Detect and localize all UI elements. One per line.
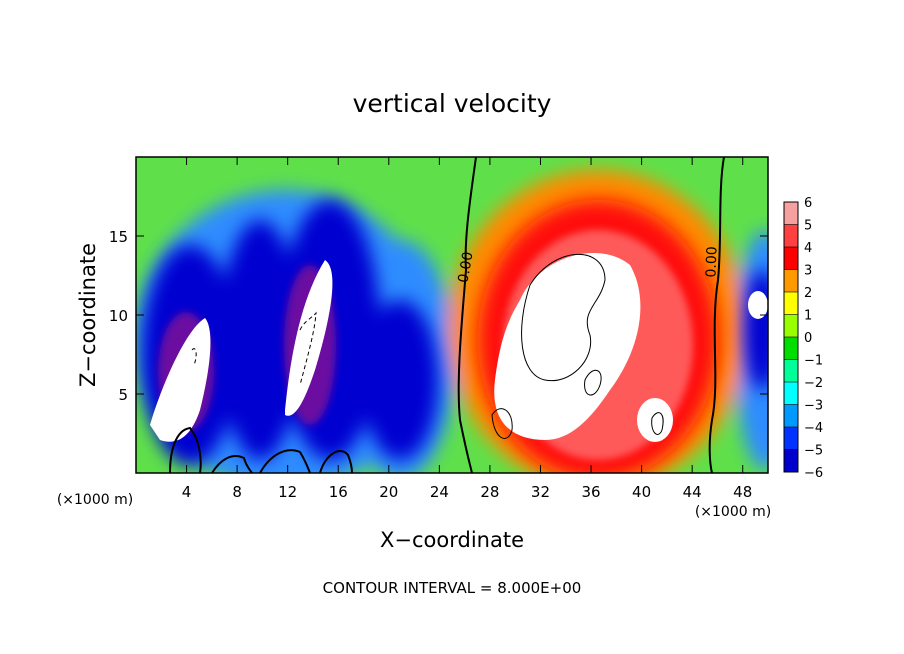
y-tick-label: 10 [109,307,128,325]
contour-interval-note: CONTOUR INTERVAL = 8.000E+00 [323,579,582,597]
colorbar-tick-label: −6 [804,466,823,481]
x-axis-ticks: 4 8 12 16 20 24 28 32 36 40 44 48 [182,157,752,501]
colorbar-tick-label: 6 [804,196,812,211]
colorbar-tick-label: 4 [804,241,812,256]
x-tick-label: 36 [581,483,600,501]
contour-label-right: 0.00 [703,246,720,278]
colorbar-swatch [784,404,798,428]
heatmap-field [136,157,768,473]
x-tick-label: 16 [329,483,348,501]
x-tick-label: 48 [733,483,752,501]
chart-title: vertical velocity [353,89,552,118]
contour-label-left: 0.00 [455,251,476,284]
colorbar-tick-label: 2 [804,286,812,301]
colorbar-tick-label: −5 [804,444,823,459]
colorbar-tick-label: −4 [804,421,823,436]
colorbar-tick-label: −3 [804,399,823,414]
x-tick-label: 32 [531,483,550,501]
x-tick-label: 20 [379,483,398,501]
colorbar-swatch [784,224,798,248]
colorbar-tick-label: 1 [804,309,812,324]
colorbar-swatch [784,269,798,293]
colorbar-tick-label: −2 [804,376,823,391]
x-tick-label: 40 [632,483,651,501]
colorbar-tick-label: 5 [804,219,812,234]
colorbar-swatch [784,202,798,225]
x-tick-label: 24 [430,483,449,501]
y-tick-label: 15 [109,228,128,246]
y-axis-label: Z−coordinate [76,243,100,387]
colorbar-swatch [784,292,798,315]
colorbar-swatch [784,359,798,383]
colorbar-swatch [784,314,798,338]
y-axis-ticks: 5 10 15 [109,228,768,404]
x-tick-label: 44 [683,483,702,501]
x-tick-label: 28 [480,483,499,501]
colorbar: 6 5 4 3 2 1 0 −1 −2 −3 −4 −5 −6 [783,196,823,481]
colorbar-swatch [784,382,798,405]
x-tick-label: 12 [278,483,297,501]
colorbar-tick-label: 0 [804,331,812,346]
colorbar-swatch [784,449,798,473]
colorbar-tick-label: 3 [804,264,812,279]
colorbar-swatch [784,337,798,360]
x-tick-label: 8 [232,483,242,501]
x-axis-label: X−coordinate [380,528,524,552]
colorbar-swatch [784,247,798,270]
x-unit-right: (×1000 m) [695,504,771,520]
x-tick-label: 4 [182,483,192,501]
colorbar-swatch [784,427,798,450]
x-unit-left: (×1000 m) [57,492,133,508]
colorbar-tick-label: −1 [804,354,823,369]
y-tick-label: 5 [118,386,128,404]
